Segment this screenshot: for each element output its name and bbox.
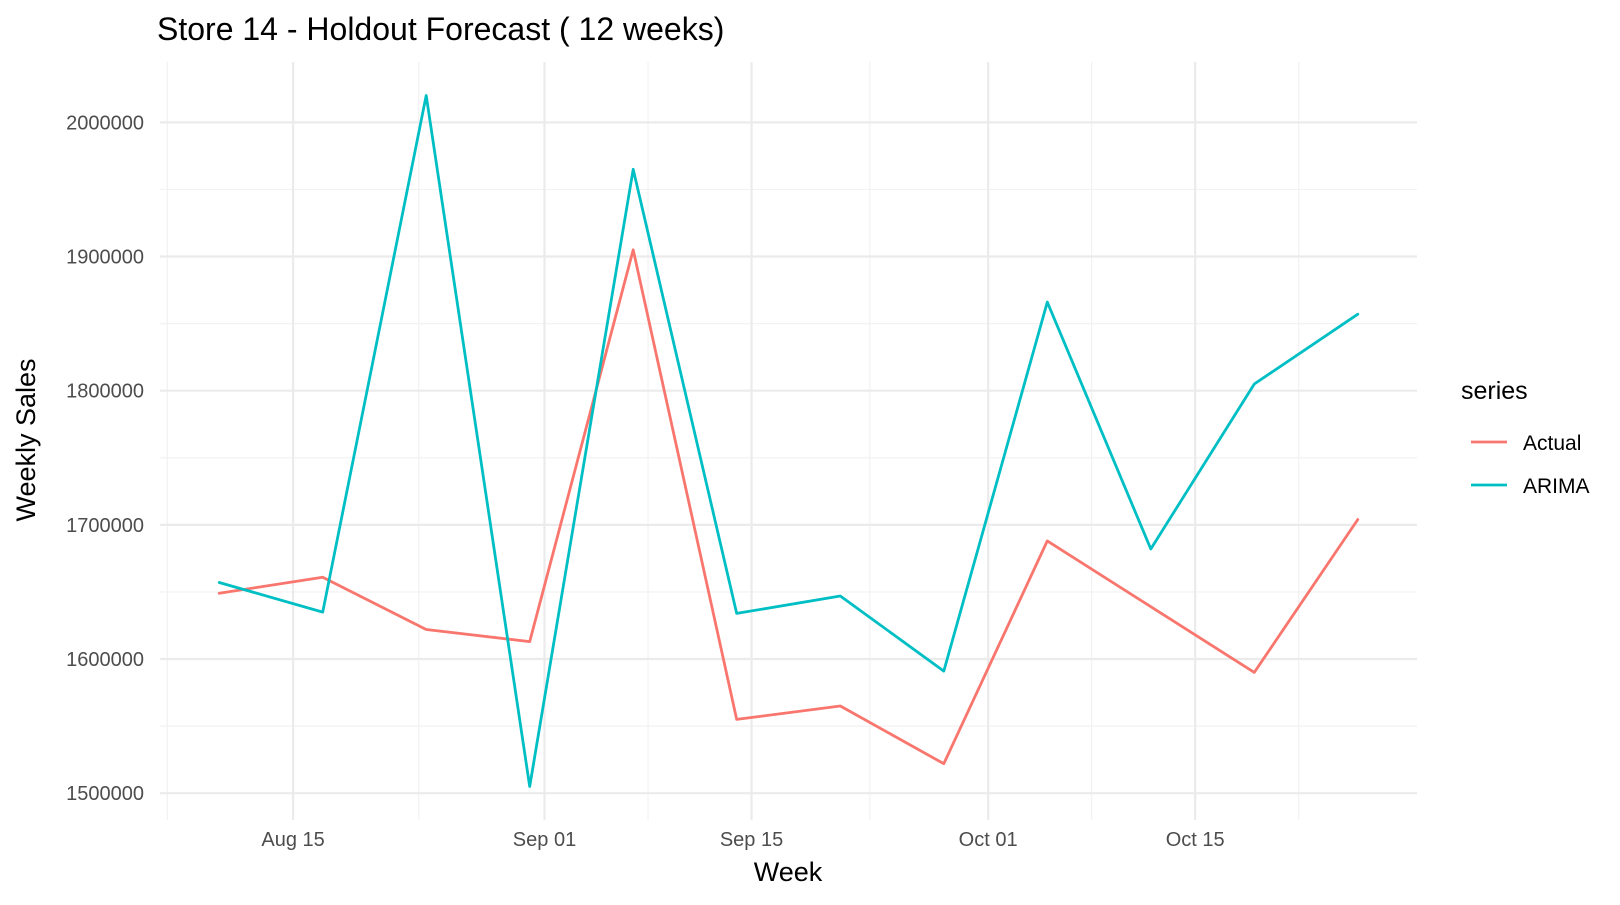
x-axis-ticks: Aug 15 Sep 01 Sep 15 Oct 01 Oct 15 (261, 829, 1224, 851)
y-tick-label: 1700000 (66, 515, 144, 537)
y-axis-ticks: 1500000 1600000 1700000 1800000 1900000 20000… (66, 112, 144, 805)
y-tick-label: 1900000 (66, 247, 144, 269)
x-tick-label: Oct 01 (959, 829, 1018, 851)
series-lines (217, 94, 1360, 788)
legend-title: series (1461, 377, 1528, 405)
y-tick-label: 1500000 (66, 783, 144, 805)
y-axis-title: Weekly Sales (11, 358, 41, 521)
y-tick-label: 2000000 (66, 112, 144, 134)
legend-label-arima: ARIMA (1523, 475, 1590, 498)
legend-item-actual: Actual (1471, 432, 1581, 455)
gridlines (160, 62, 1417, 820)
legend: series Actual ARIMA (1461, 377, 1590, 498)
y-tick-label: 1600000 (66, 649, 144, 671)
legend-label-actual: Actual (1523, 432, 1581, 455)
y-tick-label: 1800000 (66, 381, 144, 403)
x-tick-label: Aug 15 (261, 829, 324, 851)
series-line-arima (217, 94, 1360, 788)
x-tick-label: Oct 15 (1166, 829, 1225, 851)
x-tick-label: Sep 01 (513, 829, 576, 851)
x-tick-label: Sep 15 (720, 829, 783, 851)
legend-items: Actual ARIMA (1471, 432, 1590, 498)
chart-title: Store 14 - Holdout Forecast ( 12 weeks) (157, 11, 724, 47)
legend-item-arima: ARIMA (1471, 475, 1590, 498)
series-line-actual (217, 248, 1360, 766)
x-axis-title: Week (754, 857, 823, 887)
